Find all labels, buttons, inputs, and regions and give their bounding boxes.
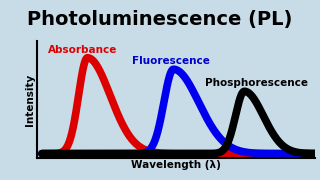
Text: Fluorescence: Fluorescence (132, 56, 210, 66)
Text: Absorbance: Absorbance (48, 45, 117, 55)
Text: Phosphorescence: Phosphorescence (205, 78, 308, 88)
Y-axis label: Intensity: Intensity (25, 73, 36, 126)
Text: Photoluminescence (PL): Photoluminescence (PL) (27, 10, 293, 29)
X-axis label: Wavelength (λ): Wavelength (λ) (131, 160, 221, 170)
